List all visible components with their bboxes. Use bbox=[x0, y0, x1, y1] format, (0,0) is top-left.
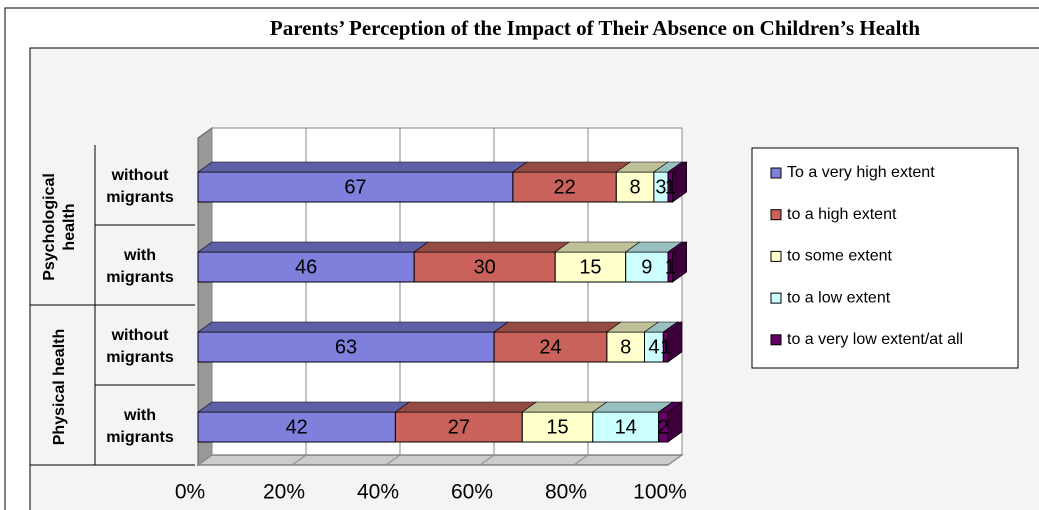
group-label: Psychological health bbox=[41, 173, 78, 281]
data-label: 15 bbox=[546, 416, 568, 438]
legend-label: to a high extent bbox=[787, 206, 897, 223]
group-label: Physical health bbox=[51, 329, 68, 446]
x-tick-label: 100% bbox=[633, 481, 687, 504]
category-label: with migrants bbox=[106, 407, 174, 446]
bar-top bbox=[413, 241, 571, 253]
bar-top bbox=[493, 321, 622, 333]
data-label: 15 bbox=[579, 256, 601, 278]
grid-line bbox=[667, 128, 683, 466]
data-label: 27 bbox=[448, 416, 470, 438]
grid-line bbox=[573, 128, 589, 466]
category-label: without migrants bbox=[106, 167, 174, 206]
data-label: 1 bbox=[665, 176, 676, 198]
x-tick-label: 0% bbox=[175, 481, 205, 504]
data-label: 46 bbox=[295, 256, 317, 278]
bar-segment bbox=[512, 171, 617, 203]
grid-line bbox=[197, 128, 213, 466]
data-label: 4 bbox=[648, 336, 659, 358]
bar-segment bbox=[493, 331, 608, 363]
bar-segment bbox=[197, 251, 415, 283]
legend-label: to a very low extent/at all bbox=[787, 331, 963, 348]
x-tick-label: 20% bbox=[263, 481, 305, 504]
legend-swatch bbox=[770, 167, 782, 179]
data-label: 67 bbox=[344, 176, 366, 198]
data-label: 9 bbox=[641, 256, 652, 278]
bar-top bbox=[511, 161, 632, 173]
bar-top bbox=[197, 161, 528, 173]
legend-swatch bbox=[770, 250, 782, 262]
bar-side bbox=[667, 321, 683, 363]
bar-top bbox=[394, 401, 538, 413]
x-tick-label: 60% bbox=[451, 481, 493, 504]
bar-top bbox=[521, 401, 608, 413]
data-label: 22 bbox=[553, 176, 575, 198]
bar-segment bbox=[615, 171, 655, 203]
bar-top bbox=[197, 321, 510, 333]
bar-side bbox=[672, 241, 688, 283]
x-tick-label: 40% bbox=[357, 481, 399, 504]
data-label: 3 bbox=[655, 176, 666, 198]
legend-label: To a very high extent bbox=[787, 164, 935, 181]
data-label: 8 bbox=[630, 176, 641, 198]
grid-line bbox=[385, 128, 401, 466]
data-label: 30 bbox=[474, 256, 496, 278]
legend-swatch bbox=[770, 292, 782, 304]
legend-swatch bbox=[770, 334, 782, 346]
category-label: with migrants bbox=[106, 247, 174, 286]
legend-box bbox=[751, 147, 1019, 369]
data-label: 8 bbox=[620, 336, 631, 358]
data-label: 42 bbox=[286, 416, 308, 438]
grid-line bbox=[479, 128, 495, 466]
legend-swatch bbox=[770, 209, 782, 221]
data-label: 14 bbox=[615, 416, 637, 438]
bar-top bbox=[197, 241, 430, 253]
legend-label: to some extent bbox=[787, 248, 893, 265]
data-label: 2 bbox=[658, 416, 669, 438]
bar-top bbox=[554, 241, 641, 253]
floor bbox=[196, 454, 684, 466]
category-label: without migrants bbox=[106, 327, 174, 366]
bar-top bbox=[197, 401, 411, 413]
data-label: 1 bbox=[660, 336, 671, 358]
bar-segment bbox=[413, 251, 556, 283]
grid-line bbox=[291, 128, 307, 466]
bar-side bbox=[672, 161, 688, 203]
bar-segment bbox=[197, 171, 514, 203]
bar-segment bbox=[394, 411, 523, 443]
x-tick-label: 80% bbox=[545, 481, 587, 504]
data-label: 24 bbox=[539, 336, 561, 358]
data-label: 1 bbox=[665, 256, 676, 278]
data-label: 63 bbox=[335, 336, 357, 358]
chart-title: Parents’ Perception of the Impact of The… bbox=[270, 16, 921, 40]
legend-label: to a low extent bbox=[787, 289, 891, 306]
bar-side bbox=[667, 401, 683, 443]
